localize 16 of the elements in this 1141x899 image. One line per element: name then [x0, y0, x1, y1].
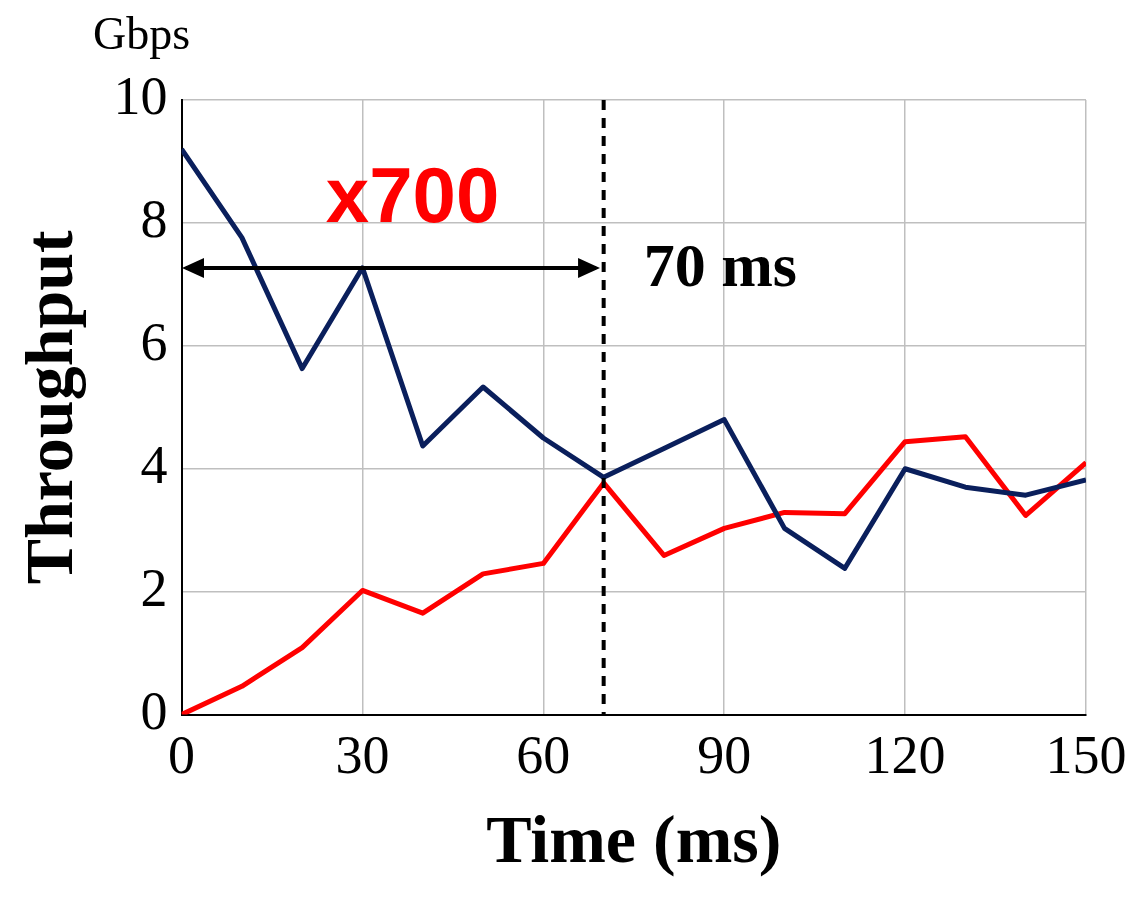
x-tick-label: 90 — [697, 725, 752, 786]
x-axis-title: Time (ms) — [486, 800, 782, 877]
text: Gbps — [93, 8, 191, 60]
y-tick-label: 4 — [140, 434, 168, 495]
y-tick-label: 10 — [113, 66, 168, 127]
x-tick-label: 30 — [335, 725, 390, 786]
ref-line-label: 70 ms — [643, 231, 797, 300]
annotation: x700 — [325, 150, 500, 239]
y-tick-label: 6 — [140, 312, 168, 373]
y-tick-label: 8 — [140, 189, 168, 250]
x-tick-label: 60 — [516, 725, 571, 786]
x-tick-label: 120 — [864, 725, 946, 786]
y-tick-label: 2 — [140, 557, 168, 618]
x-tick-label: 150 — [1045, 725, 1127, 786]
y-axis-title: Throughput — [11, 229, 88, 585]
y-tick-label: 0 — [140, 680, 168, 741]
